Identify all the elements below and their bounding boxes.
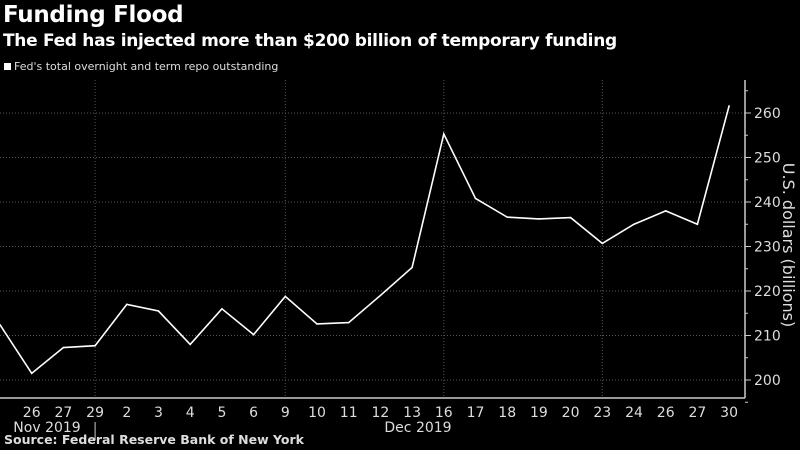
data-point bbox=[601, 242, 604, 245]
data-point bbox=[569, 216, 572, 219]
legend: Fed's total overnight and term repo outs… bbox=[4, 60, 278, 73]
x-tick-label: 11 bbox=[340, 405, 358, 421]
data-point bbox=[284, 295, 287, 298]
y-tick-label: 210 bbox=[754, 329, 781, 345]
x-tick-label: 27 bbox=[54, 405, 72, 421]
data-point bbox=[633, 223, 635, 226]
data-point bbox=[94, 344, 96, 347]
chart-subtitle: The Fed has injected more than $200 bill… bbox=[3, 31, 617, 51]
x-tick-label: 26 bbox=[23, 405, 41, 421]
x-tick-label: 12 bbox=[371, 405, 389, 421]
data-point bbox=[30, 372, 33, 375]
x-tick-label: 5 bbox=[217, 405, 226, 421]
x-tick-label: 30 bbox=[720, 405, 738, 421]
x-tick-label: 29 bbox=[86, 405, 104, 421]
data-point bbox=[379, 294, 382, 297]
data-point bbox=[538, 218, 540, 220]
legend-label: Fed's total overnight and term repo outs… bbox=[14, 60, 279, 73]
x-tick-label: 2 bbox=[122, 405, 131, 421]
x-tick-label: 23 bbox=[593, 405, 611, 421]
x-tick-label: 18 bbox=[498, 405, 516, 421]
y-tick-label: 220 bbox=[754, 284, 781, 300]
x-tick-label: 3 bbox=[154, 405, 163, 421]
x-tick-label: 4 bbox=[186, 405, 195, 421]
series-line bbox=[0, 105, 730, 375]
x-tick-label: 16 bbox=[435, 405, 453, 421]
data-point bbox=[664, 210, 667, 212]
x-tick-label: 6 bbox=[249, 405, 258, 421]
y-tick-label: 200 bbox=[754, 373, 781, 389]
y-axis-label: U.S. dollars (billions) bbox=[779, 163, 798, 327]
x-tick-label: 27 bbox=[688, 405, 706, 421]
legend-swatch bbox=[4, 63, 11, 70]
x-tick-label: 13 bbox=[403, 405, 421, 421]
y-tick-label: 260 bbox=[754, 106, 781, 122]
month-label: Dec 2019 bbox=[384, 420, 451, 436]
data-point bbox=[252, 333, 255, 336]
x-tick-label: 19 bbox=[530, 405, 548, 421]
y-tick-label: 250 bbox=[754, 151, 781, 167]
data-point bbox=[443, 133, 445, 135]
data-point bbox=[0, 324, 1, 326]
data-point bbox=[62, 346, 65, 349]
data-point bbox=[506, 216, 509, 218]
data-point bbox=[157, 310, 160, 312]
source-note: Source: Federal Reserve Bank of New York bbox=[4, 432, 304, 447]
x-tick-label: 24 bbox=[625, 405, 643, 421]
y-tick-label: 230 bbox=[754, 240, 781, 256]
data-point bbox=[126, 303, 128, 306]
x-tick-label: 26 bbox=[657, 405, 675, 421]
x-tick-label: 9 bbox=[281, 405, 290, 421]
x-tick-label: 17 bbox=[467, 405, 485, 421]
data-point bbox=[411, 266, 413, 269]
data-point bbox=[696, 223, 699, 226]
chart-title: Funding Flood bbox=[3, 2, 184, 28]
data-point bbox=[316, 323, 318, 325]
month-label: Nov 2019 bbox=[13, 420, 80, 436]
data-point bbox=[189, 343, 191, 346]
data-point bbox=[347, 321, 350, 324]
data-point bbox=[221, 308, 223, 310]
data-point bbox=[474, 197, 477, 200]
data-point bbox=[728, 105, 730, 107]
x-tick-label: 10 bbox=[308, 405, 326, 421]
y-tick-label: 240 bbox=[754, 195, 781, 211]
x-tick-label: 20 bbox=[562, 405, 580, 421]
